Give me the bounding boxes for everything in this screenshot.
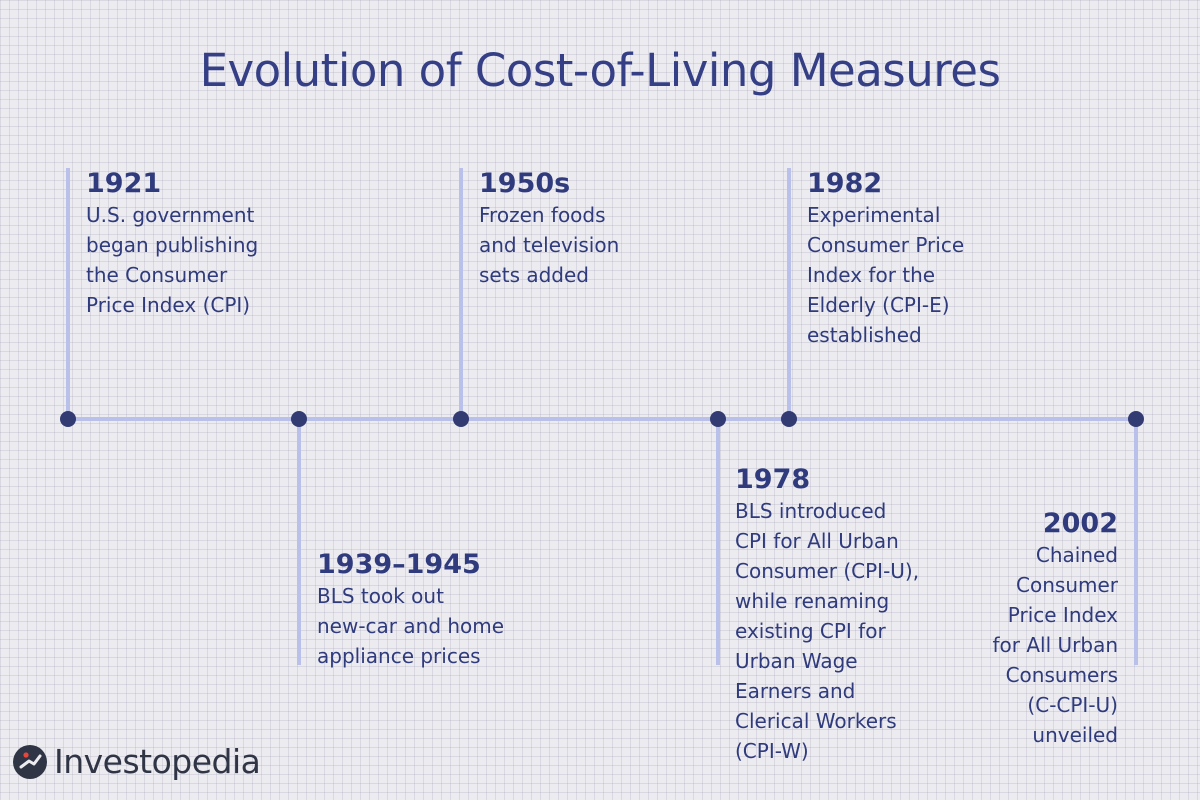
event-2002: 2002 Chained Consumer Price Index for Al… [993,508,1119,750]
dot-1921 [60,411,76,427]
event-1950s: 1950s Frozen foods and television sets a… [479,168,619,290]
event-description: BLS took out new-car and home appliance … [317,584,505,668]
dot-1939-1945 [291,411,307,427]
dot-1950s [453,411,469,427]
investopedia-logo: Investopedia [12,742,261,781]
event-year: 1978 [735,464,811,495]
investopedia-logo-text: Investopedia [54,742,261,781]
event-description: Experimental Consumer Price Index for th… [807,203,965,347]
event-year: 1950s [479,168,571,199]
dot-1978 [710,411,726,427]
dot-1982 [781,411,797,427]
event-year: 1939–1945 [317,549,481,580]
event-1982: 1982 Experimental Consumer Price Index f… [807,168,964,350]
event-year: 1921 [86,168,162,199]
event-year: 1982 [807,168,883,199]
event-description: Chained Consumer Price Index for All Urb… [992,543,1119,747]
page-title: Evolution of Cost-of-Living Measures [199,44,1001,97]
event-1978: 1978 BLS introduced CPI for All Urban Co… [735,464,919,766]
event-description: BLS introduced CPI for All Urban Consume… [735,499,920,763]
event-1939-1945: 1939–1945 BLS took out new-car and home … [317,549,504,671]
investopedia-logo-icon [13,744,47,779]
event-year: 2002 [1042,508,1118,539]
event-description: U.S. government began publishing the Con… [86,203,259,317]
event-description: Frozen foods and television sets added [479,203,620,287]
dot-2002 [1128,411,1144,427]
event-1921: 1921 U.S. government began publishing th… [86,168,258,320]
